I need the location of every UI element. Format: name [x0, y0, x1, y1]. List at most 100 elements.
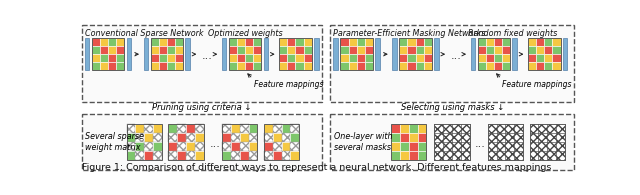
Bar	[400, 142, 408, 151]
Bar	[349, 54, 356, 62]
Bar	[127, 124, 162, 160]
Bar	[399, 38, 432, 70]
Bar	[400, 133, 408, 142]
Bar	[222, 38, 227, 70]
Bar	[544, 62, 552, 70]
Bar	[92, 38, 124, 70]
Text: ...: ...	[209, 138, 220, 149]
Bar	[356, 46, 365, 54]
Bar	[477, 62, 486, 70]
Bar	[175, 62, 183, 70]
Bar	[408, 62, 415, 70]
Bar	[349, 38, 356, 46]
Bar	[237, 38, 245, 46]
Bar	[195, 151, 204, 160]
Bar	[231, 124, 239, 133]
Bar	[222, 142, 231, 151]
Bar	[417, 142, 426, 151]
Bar	[365, 46, 373, 54]
Bar	[195, 124, 204, 133]
Bar	[494, 46, 502, 54]
Bar	[279, 38, 312, 70]
Bar	[513, 38, 517, 70]
Bar	[291, 124, 300, 133]
Bar	[253, 46, 261, 54]
Bar	[145, 151, 153, 160]
Bar	[195, 142, 204, 151]
Bar	[296, 46, 303, 54]
Bar	[108, 62, 116, 70]
Bar	[279, 38, 287, 46]
Bar	[502, 54, 510, 62]
Bar	[108, 54, 116, 62]
Bar	[536, 46, 544, 54]
Bar	[399, 46, 408, 54]
Bar	[92, 38, 100, 46]
Bar	[349, 62, 356, 70]
Bar	[150, 38, 183, 70]
Bar	[222, 133, 231, 142]
Bar	[264, 38, 268, 70]
Bar	[177, 124, 186, 133]
Bar	[168, 142, 177, 151]
Bar	[314, 38, 319, 70]
Bar	[239, 133, 248, 142]
Bar	[303, 38, 312, 46]
Bar	[237, 62, 245, 70]
Bar	[494, 38, 502, 46]
Bar	[415, 38, 424, 46]
Bar	[167, 38, 175, 46]
Bar	[81, 25, 322, 102]
Bar	[116, 62, 124, 70]
Bar	[136, 133, 145, 142]
Bar	[264, 133, 273, 142]
Bar	[424, 38, 432, 46]
Bar	[143, 38, 148, 70]
Bar	[136, 142, 145, 151]
Text: Parameter-Efficient Masking Networks: Parameter-Efficient Masking Networks	[333, 29, 486, 38]
Bar	[168, 151, 177, 160]
Bar	[239, 124, 248, 133]
Bar	[248, 133, 257, 142]
Bar	[287, 46, 296, 54]
Bar	[92, 62, 100, 70]
Bar	[100, 62, 108, 70]
Bar	[502, 62, 510, 70]
Text: Feature mappings: Feature mappings	[253, 80, 323, 89]
Bar	[175, 38, 183, 46]
Bar	[84, 38, 90, 70]
Bar	[167, 54, 175, 62]
Bar	[340, 38, 373, 70]
Bar	[150, 54, 159, 62]
Bar	[245, 38, 253, 46]
Bar	[408, 142, 417, 151]
Bar	[229, 46, 237, 54]
Bar	[415, 54, 424, 62]
Text: Figure 1: Comparison of different ways to represent a neural network. Different : Figure 1: Comparison of different ways t…	[83, 163, 552, 172]
Bar	[330, 25, 575, 102]
Bar	[145, 133, 153, 142]
Bar	[477, 46, 486, 54]
Bar	[536, 62, 544, 70]
Bar	[434, 38, 439, 70]
Bar	[356, 38, 365, 46]
Bar	[415, 62, 424, 70]
Bar	[186, 124, 195, 133]
Bar	[186, 133, 195, 142]
Bar	[159, 46, 167, 54]
Bar	[231, 133, 239, 142]
Bar	[150, 46, 159, 54]
Bar	[552, 54, 561, 62]
Bar	[356, 54, 365, 62]
Bar	[375, 38, 380, 70]
Bar	[365, 38, 373, 46]
Bar	[222, 124, 257, 160]
Bar	[186, 38, 190, 70]
Bar	[424, 46, 432, 54]
Bar	[544, 54, 552, 62]
Bar	[287, 54, 296, 62]
Bar	[528, 46, 536, 54]
Bar	[434, 124, 470, 160]
Bar	[159, 54, 167, 62]
Text: Optimized weights: Optimized weights	[208, 29, 282, 38]
